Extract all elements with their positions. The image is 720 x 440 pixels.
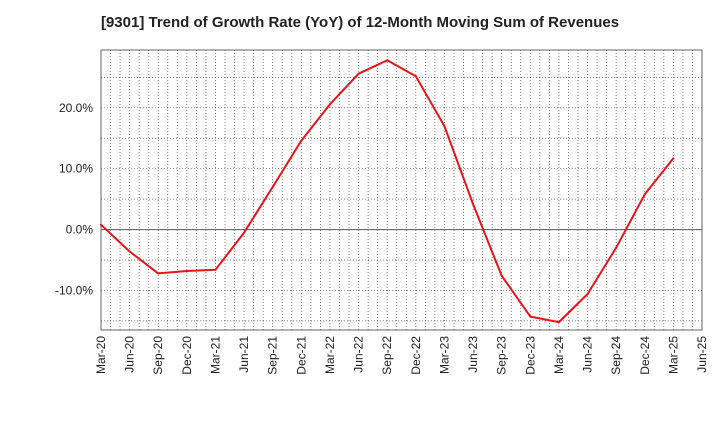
data-point <box>500 274 503 277</box>
plot-border <box>100 49 703 331</box>
x-tick-label: Mar-22 <box>323 336 337 374</box>
data-point <box>472 203 475 205</box>
x-tick-label: Jun-21 <box>237 336 251 373</box>
y-tick-label: 0.0% <box>66 223 94 237</box>
x-tick-label: Jun-20 <box>123 336 137 373</box>
x-tick-label: Dec-22 <box>409 336 423 375</box>
x-tick-label: Sep-21 <box>266 336 280 375</box>
y-tick-label: 10.0% <box>59 162 93 176</box>
data-point <box>328 103 331 106</box>
x-tick-label: Mar-23 <box>437 336 451 374</box>
y-tick-label: 20.0% <box>59 101 93 115</box>
y-tick-label: -10.0% <box>55 283 93 297</box>
data-point <box>157 272 160 275</box>
data-point <box>357 72 360 75</box>
data-point <box>615 246 618 249</box>
data-point <box>100 223 102 226</box>
x-tick-label: Dec-21 <box>294 336 308 375</box>
data-point <box>586 293 589 296</box>
x-tick-label: Sep-23 <box>495 336 509 375</box>
x-tick-label: Jun-24 <box>581 336 595 373</box>
data-point <box>529 315 532 318</box>
x-tick-label: Dec-23 <box>523 336 537 375</box>
x-tick-label: Jun-22 <box>352 336 366 373</box>
x-tick-label: Mar-21 <box>208 336 222 374</box>
data-point <box>185 269 188 272</box>
x-tick-label: Sep-24 <box>609 336 623 375</box>
data-point <box>243 231 246 234</box>
x-tick-label: Mar-24 <box>552 336 566 374</box>
data-point <box>300 139 303 142</box>
x-tick-label: Dec-24 <box>638 336 652 375</box>
data-point <box>386 59 389 62</box>
data-point <box>443 125 446 128</box>
data-point <box>128 250 131 253</box>
x-tick-label: Sep-20 <box>151 336 165 375</box>
data-point <box>557 321 560 324</box>
x-tick-label: Jun-25 <box>695 336 709 373</box>
x-tick-label: Jun-23 <box>466 336 480 373</box>
x-tick-label: Mar-20 <box>94 336 108 374</box>
data-point <box>214 268 217 271</box>
data-point <box>271 185 274 188</box>
data-point <box>414 75 417 78</box>
x-tick-label: Mar-25 <box>666 336 680 374</box>
chart-title: [9301] Trend of Growth Rate (YoY) of 12-… <box>100 14 620 31</box>
data-point <box>643 193 646 196</box>
data-point <box>672 157 675 160</box>
x-tick-label: Dec-20 <box>180 336 194 375</box>
x-tick-label: Sep-22 <box>380 336 394 375</box>
